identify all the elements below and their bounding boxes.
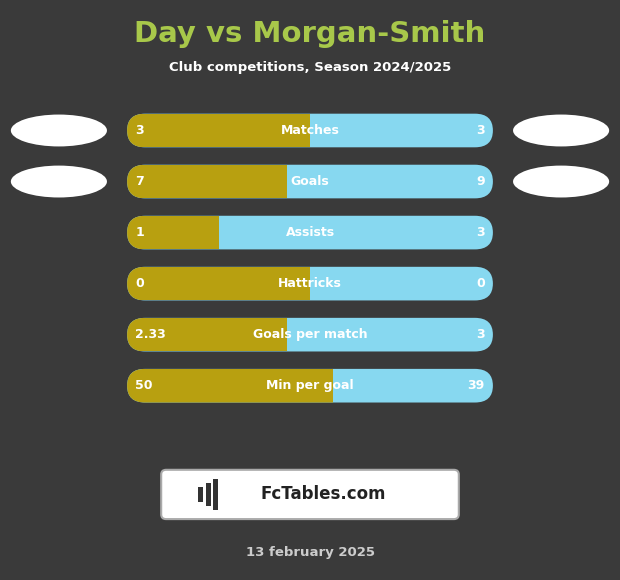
FancyBboxPatch shape [127, 114, 493, 147]
Text: Min per goal: Min per goal [266, 379, 354, 392]
FancyBboxPatch shape [161, 470, 459, 519]
Text: Goals per match: Goals per match [253, 328, 367, 341]
FancyBboxPatch shape [127, 369, 493, 403]
Text: Assists: Assists [285, 226, 335, 239]
FancyBboxPatch shape [213, 478, 218, 510]
FancyBboxPatch shape [127, 267, 493, 300]
FancyBboxPatch shape [206, 483, 211, 506]
FancyBboxPatch shape [127, 165, 493, 198]
Text: Matches: Matches [281, 124, 339, 137]
Ellipse shape [513, 166, 609, 197]
Text: 7: 7 [135, 175, 144, 188]
Text: 0: 0 [476, 277, 485, 290]
Text: Club competitions, Season 2024/2025: Club competitions, Season 2024/2025 [169, 61, 451, 74]
Ellipse shape [11, 166, 107, 197]
Text: Day vs Morgan-Smith: Day vs Morgan-Smith [135, 20, 485, 48]
FancyBboxPatch shape [127, 318, 493, 351]
Text: 1: 1 [135, 226, 144, 239]
FancyBboxPatch shape [127, 318, 493, 351]
Text: 3: 3 [476, 226, 485, 239]
Ellipse shape [11, 115, 107, 147]
FancyBboxPatch shape [198, 487, 203, 502]
FancyBboxPatch shape [127, 165, 493, 198]
Text: 3: 3 [135, 124, 144, 137]
Text: 0: 0 [135, 277, 144, 290]
Text: 13 february 2025: 13 february 2025 [246, 546, 374, 559]
FancyBboxPatch shape [127, 216, 493, 249]
Text: Goals: Goals [291, 175, 329, 188]
FancyBboxPatch shape [127, 267, 493, 300]
FancyBboxPatch shape [127, 369, 493, 403]
FancyBboxPatch shape [127, 216, 493, 249]
Text: Hattricks: Hattricks [278, 277, 342, 290]
Ellipse shape [513, 115, 609, 147]
Text: FcTables.com: FcTables.com [260, 485, 386, 503]
Text: 39: 39 [467, 379, 485, 392]
Text: 2.33: 2.33 [135, 328, 166, 341]
Text: 3: 3 [476, 124, 485, 137]
Text: 3: 3 [476, 328, 485, 341]
Text: 50: 50 [135, 379, 153, 392]
FancyBboxPatch shape [127, 114, 493, 147]
Text: 9: 9 [476, 175, 485, 188]
